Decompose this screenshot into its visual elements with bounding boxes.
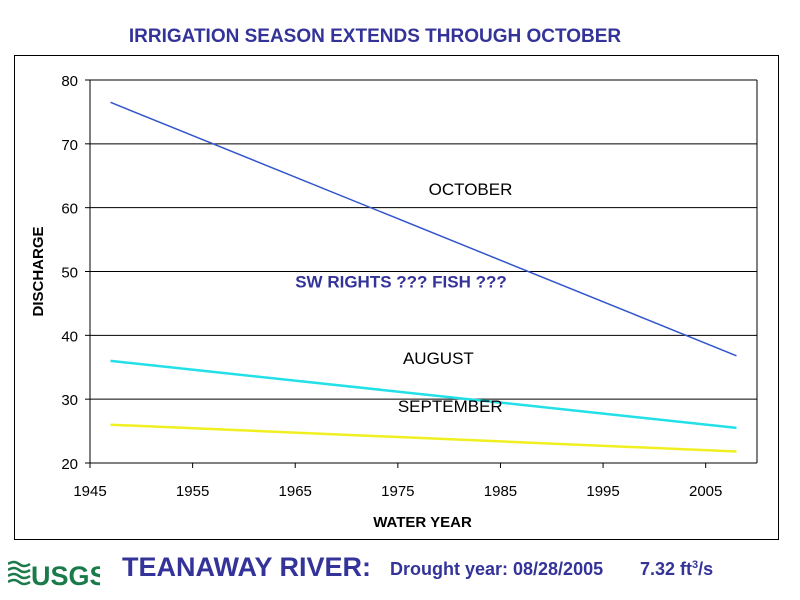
- series-line-september: [110, 423, 737, 453]
- series-label-september: SEPTEMBER: [398, 397, 503, 416]
- chart-title: IRRIGATION SEASON EXTENDS THROUGH OCTOBE…: [128, 26, 622, 47]
- tick-label-x-1955: 1955: [176, 483, 209, 500]
- tick-label-x-2005: 2005: [689, 483, 722, 500]
- series-label-october: OCTOBER: [429, 180, 513, 199]
- flow-text: 7.32 ft3/s: [640, 559, 713, 580]
- tick-label-x-1965: 1965: [279, 483, 312, 500]
- tick-label-y-50: 50: [61, 265, 78, 282]
- tick-label-x-1985: 1985: [484, 483, 517, 500]
- tick-label-y-60: 60: [61, 201, 78, 218]
- series-label-august: AUGUST: [403, 349, 474, 368]
- usgs-wave-icon: [8, 560, 31, 586]
- y-axis-label: DISCHARGE: [30, 226, 47, 316]
- tick-label-y-80: 80: [61, 73, 78, 90]
- tick-label-x-1995: 1995: [586, 483, 619, 500]
- chart-plot: 20 30 40 50 60 70 80 1945 1955 1965 1975 1985 1995 20…: [30, 73, 758, 531]
- drought-text: Drought year: 08/28/2005: [390, 559, 604, 579]
- flow-exponent: 3: [692, 559, 699, 571]
- usgs-logo-text: USGS: [31, 561, 100, 590]
- series-line-october: [110, 101, 737, 357]
- tick-label-x-1945: 1945: [73, 483, 106, 500]
- annotation-note: SW RIGHTS ??? FISH ???: [295, 272, 507, 291]
- flow-value: 7.32 ft: [640, 559, 693, 579]
- chart-frame: [14, 55, 779, 540]
- usgs-logo: USGS: [8, 560, 100, 590]
- footer: USGS TEANAWAY RIVER: Drought year: 08/28…: [0, 548, 800, 600]
- tick-label-y-20: 20: [61, 456, 78, 473]
- tick-label-y-40: 40: [61, 328, 78, 345]
- x-axis-label: WATER YEAR: [373, 514, 472, 531]
- series-line-august: [110, 359, 737, 430]
- flow-unit: /s: [698, 559, 714, 579]
- tick-label-y-70: 70: [61, 137, 78, 154]
- tick-label-y-30: 30: [61, 392, 78, 409]
- river-name: TEANAWAY RIVER:: [122, 552, 372, 582]
- tick-label-x-1975: 1975: [381, 483, 414, 500]
